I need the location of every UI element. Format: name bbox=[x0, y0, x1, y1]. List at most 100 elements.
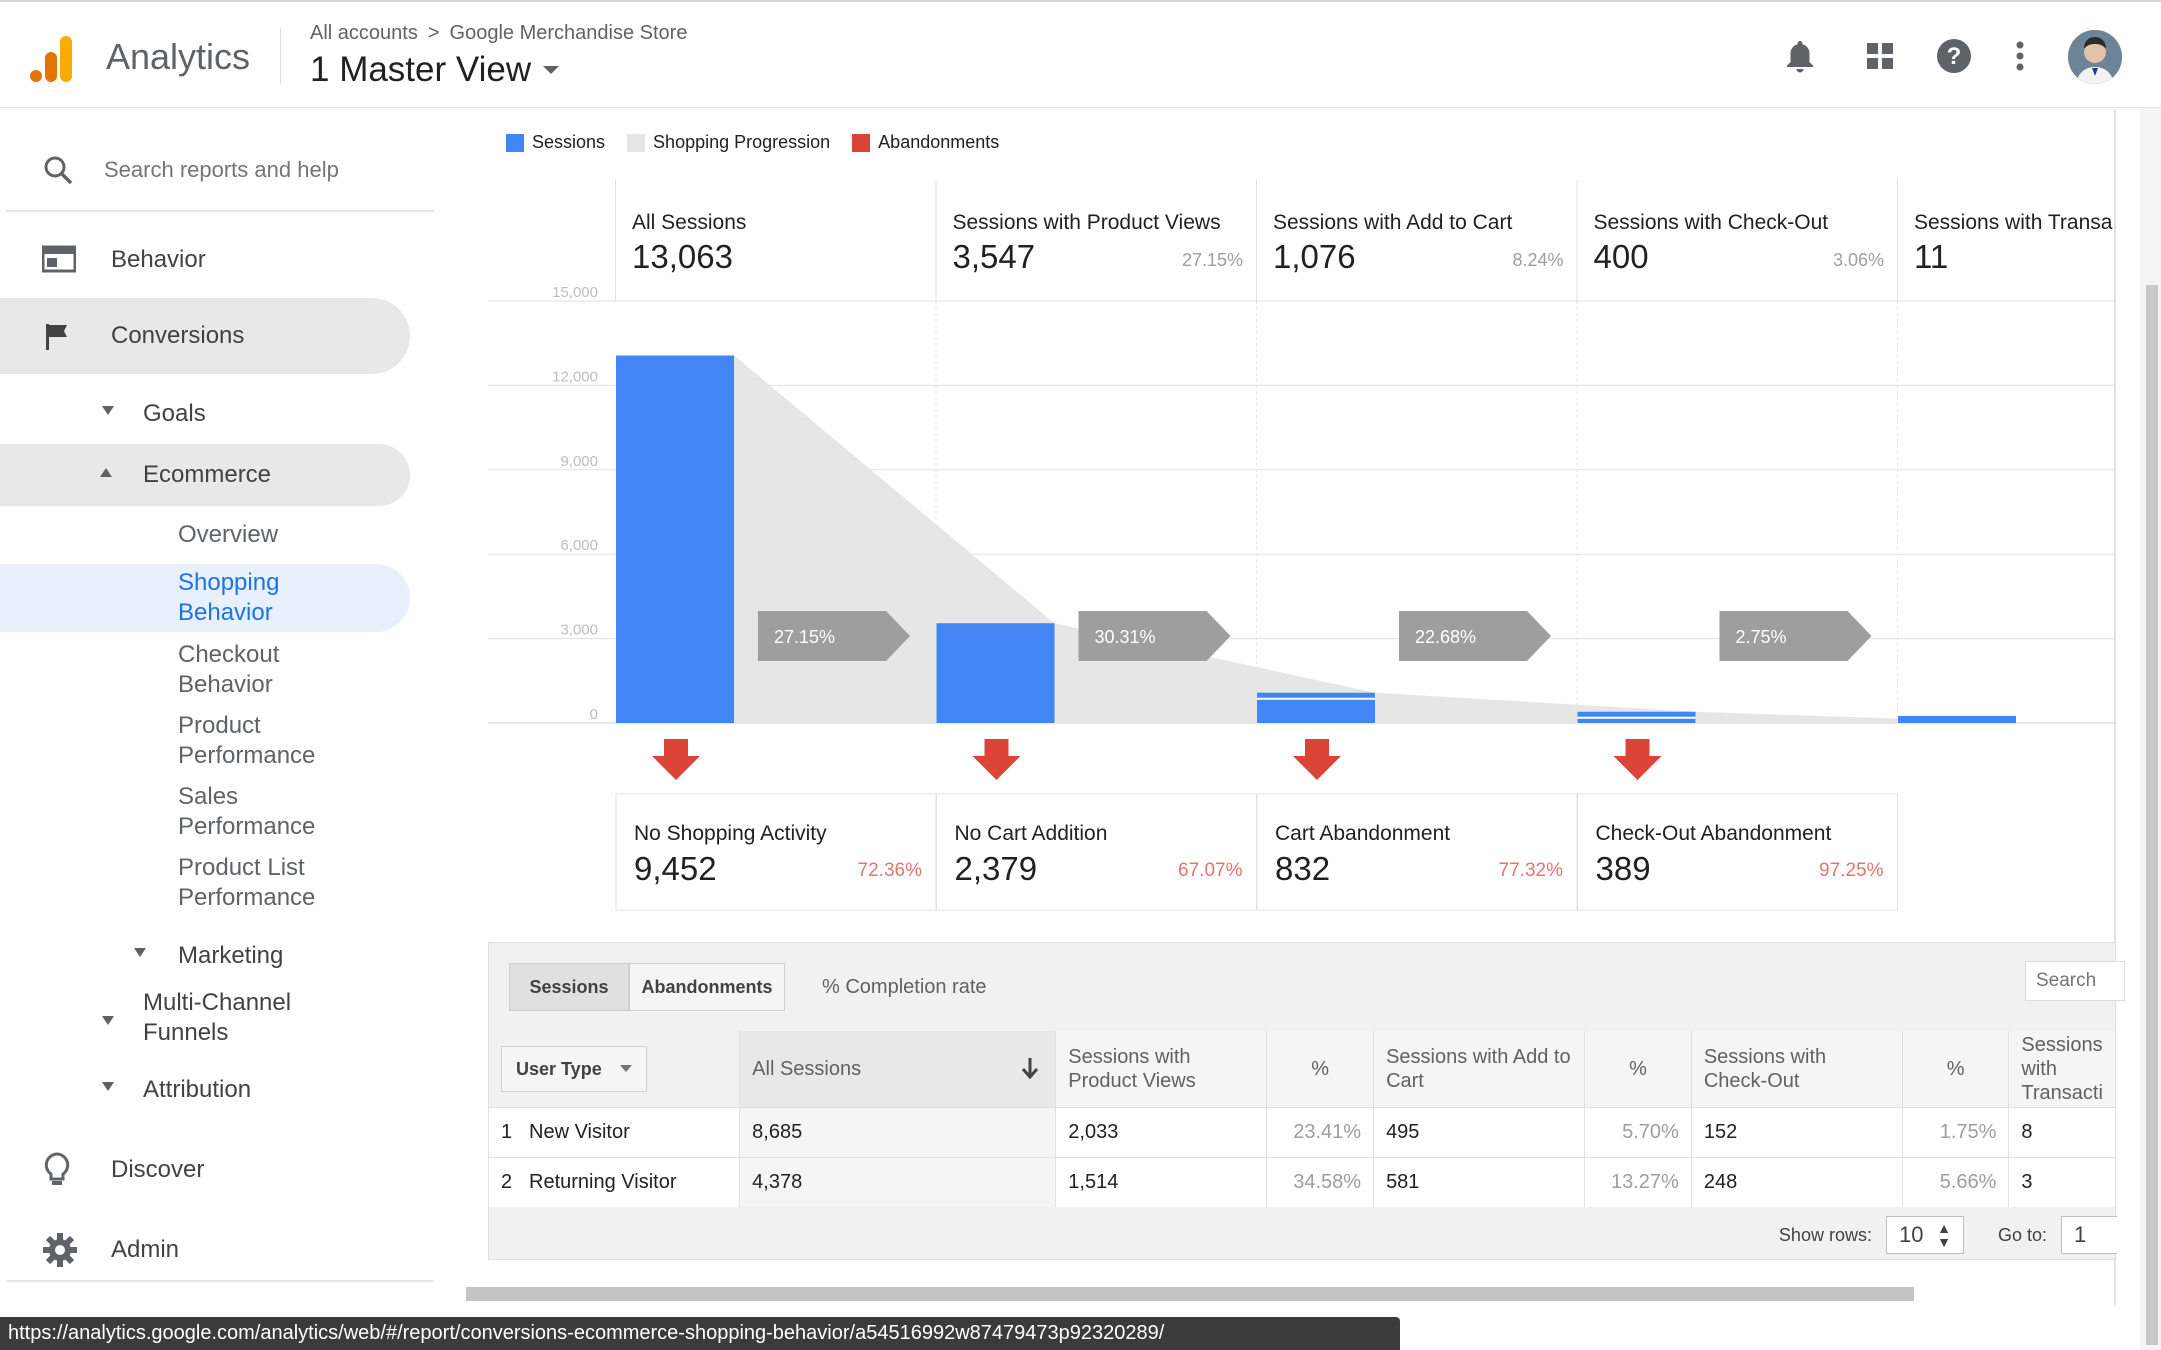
stage-label: All Sessions bbox=[632, 211, 746, 234]
search-icon bbox=[42, 154, 74, 191]
sidebar-search[interactable] bbox=[0, 138, 438, 202]
col-header-transactions[interactable]: Sessions with Transacti bbox=[2008, 1031, 2115, 1107]
table-row: 2 Returning Visitor 4,378 1,514 34.58% 58… bbox=[489, 1156, 2115, 1207]
y-tick-label: 9,000 bbox=[560, 453, 598, 470]
sidebar-item-discover[interactable]: Discover bbox=[0, 1140, 438, 1200]
tab-abandonments[interactable]: Abandonments bbox=[629, 963, 785, 1011]
col-header-pct[interactable]: % bbox=[1584, 1031, 1692, 1107]
header-divider bbox=[280, 28, 281, 84]
sidebar-item-sales-performance[interactable]: Sales Performance bbox=[178, 783, 316, 840]
sidebar-item-overview[interactable]: Overview bbox=[178, 520, 278, 550]
stage-pct: 27.15% bbox=[1182, 250, 1243, 270]
legend-abandonments: Abandonments bbox=[852, 132, 999, 153]
sidebar-item-behavior[interactable]: Behavior bbox=[0, 230, 438, 290]
col-header-pct[interactable]: % bbox=[1266, 1031, 1375, 1107]
apps-grid-icon[interactable] bbox=[1860, 36, 1900, 76]
abandonment-arrow-icon bbox=[652, 739, 700, 780]
legend-shopping-progression: Shopping Progression bbox=[627, 132, 830, 153]
sidebar-item-conversions[interactable] bbox=[0, 298, 410, 374]
sidebar-item-attribution[interactable]: Attribution bbox=[143, 1070, 251, 1110]
conversion-rate-flag bbox=[758, 611, 910, 661]
arrow-down-sort-icon[interactable] bbox=[1021, 1057, 1039, 1085]
sidebar-item-ecommerce-row[interactable]: Ecommerce bbox=[143, 455, 271, 495]
conversion-rate-label: 22.68% bbox=[1415, 627, 1476, 647]
y-tick-label: 12,000 bbox=[552, 368, 598, 385]
help-icon[interactable]: ? bbox=[1934, 36, 1974, 76]
expand-multi-channel-icon[interactable] bbox=[102, 1016, 114, 1025]
expand-goals-icon[interactable] bbox=[102, 406, 114, 415]
abandonment-cell bbox=[615, 793, 937, 911]
abandonment-arrow-icon bbox=[1293, 739, 1341, 780]
abandonment-pct: 72.36% bbox=[858, 860, 923, 881]
shopping-behavior-funnel: All Sessions 13,063 Sessions with Product … bbox=[488, 180, 2116, 911]
goto-input[interactable]: 1 bbox=[2061, 1216, 2117, 1254]
session-bar bbox=[1898, 716, 2016, 723]
svg-text:?: ? bbox=[1947, 43, 1962, 70]
breadcrumb[interactable]: All accounts > Google Merchandise Store bbox=[310, 22, 687, 45]
stage-value: 400 bbox=[1594, 238, 1649, 275]
abandonment-cell bbox=[936, 793, 1257, 911]
analytics-logo-icon[interactable] bbox=[30, 36, 74, 82]
completion-rate-label: % Completion rate bbox=[822, 976, 987, 998]
abandonment-pct: 97.25% bbox=[1819, 860, 1884, 881]
app-title: Analytics bbox=[106, 36, 251, 77]
show-rows-select[interactable]: 10 ▲ ▼ bbox=[1885, 1216, 1964, 1254]
breadcrumb-all-accounts[interactable]: All accounts bbox=[310, 22, 418, 44]
dimension-label: User Type bbox=[516, 1058, 602, 1079]
breadcrumb-property[interactable]: Google Merchandise Store bbox=[449, 22, 688, 44]
view-selector[interactable]: 1 Master View bbox=[310, 50, 560, 90]
expand-marketing-icon[interactable] bbox=[134, 948, 146, 957]
sidebar-item-label: Admin bbox=[111, 1236, 180, 1263]
bell-icon[interactable] bbox=[1780, 36, 1820, 76]
sidebar-item-conversions-row[interactable]: Conversions bbox=[0, 306, 410, 366]
expand-attribution-icon[interactable] bbox=[102, 1082, 114, 1091]
y-tick-label: 0 bbox=[590, 706, 598, 723]
legend-swatch bbox=[506, 133, 524, 152]
sidebar-item-multi-channel-funnels[interactable]: Multi-Channel Funnels bbox=[143, 989, 292, 1046]
row-index: 2 bbox=[501, 1170, 513, 1193]
sidebar-item-goals[interactable]: Goals bbox=[143, 394, 206, 434]
sidebar-item-ecommerce[interactable] bbox=[0, 444, 410, 506]
collapse-ecommerce-icon[interactable] bbox=[100, 468, 112, 477]
sidebar-item-shopping-behavior[interactable] bbox=[0, 564, 410, 632]
user-type-dropdown[interactable]: User Type bbox=[501, 1045, 647, 1092]
sidebar-item-shopping-behavior-label[interactable]: Shopping Behavior bbox=[178, 569, 280, 626]
col-header-product-views[interactable]: Sessions with Product Views bbox=[1055, 1031, 1268, 1107]
breadcrumb-separator: > bbox=[427, 22, 440, 44]
stage-value: 3,547 bbox=[953, 238, 1036, 275]
table-row: 1 New Visitor 8,685 2,033 23.41% 495 5.70… bbox=[489, 1106, 2115, 1157]
behavior-icon bbox=[41, 244, 77, 281]
cell: 248 bbox=[1691, 1156, 1903, 1207]
col-header-all-sessions[interactable]: All Sessions bbox=[739, 1031, 1057, 1107]
sidebar-item-product-list-performance[interactable]: Product List Performance bbox=[178, 854, 316, 911]
cell: 8,685 bbox=[739, 1106, 1057, 1157]
sidebar-item-marketing[interactable]: Marketing bbox=[178, 936, 283, 976]
sidebar-item-product-performance[interactable]: Product Performance bbox=[178, 712, 316, 769]
more-vert-icon[interactable] bbox=[2000, 36, 2040, 76]
sidebar-item-admin[interactable]: Admin bbox=[0, 1220, 438, 1280]
row-name-link[interactable]: Returning Visitor bbox=[529, 1170, 677, 1193]
table-search-input[interactable]: Search bbox=[2025, 961, 2125, 1001]
search-input[interactable] bbox=[104, 152, 424, 188]
col-header-check-out[interactable]: Sessions with Check-Out bbox=[1691, 1031, 1903, 1107]
sidebar-item-label: Discover bbox=[111, 1156, 205, 1183]
abandonment-cell bbox=[1577, 793, 1898, 911]
cell-pct: 23.41% bbox=[1266, 1106, 1375, 1157]
row-name-link[interactable]: New Visitor bbox=[529, 1120, 630, 1143]
stage-label: Sessions with Add to Cart bbox=[1273, 211, 1512, 234]
cell: 2,033 bbox=[1055, 1106, 1268, 1157]
cell: 1,514 bbox=[1055, 1156, 1268, 1207]
session-bar bbox=[616, 355, 734, 723]
col-header-pct[interactable]: % bbox=[1902, 1031, 2010, 1107]
avatar[interactable] bbox=[2068, 30, 2122, 84]
sidebar-item-checkout-behavior[interactable]: Checkout Behavior bbox=[178, 641, 280, 698]
abandonment-value: 832 bbox=[1275, 850, 1330, 887]
horizontal-scrollbar[interactable] bbox=[466, 1287, 1914, 1301]
col-header-add-to-cart[interactable]: Sessions with Add to Cart bbox=[1373, 1031, 1586, 1107]
y-tick-label: 15,000 bbox=[552, 284, 598, 301]
stage-value: 11 bbox=[1914, 238, 1948, 275]
show-rows-value: 10 bbox=[1898, 1222, 1924, 1247]
vertical-scrollbar[interactable] bbox=[2146, 285, 2158, 1345]
tab-sessions[interactable]: Sessions bbox=[509, 963, 629, 1011]
status-bar-url: https://analytics.google.com/analytics/w… bbox=[0, 1317, 1400, 1350]
